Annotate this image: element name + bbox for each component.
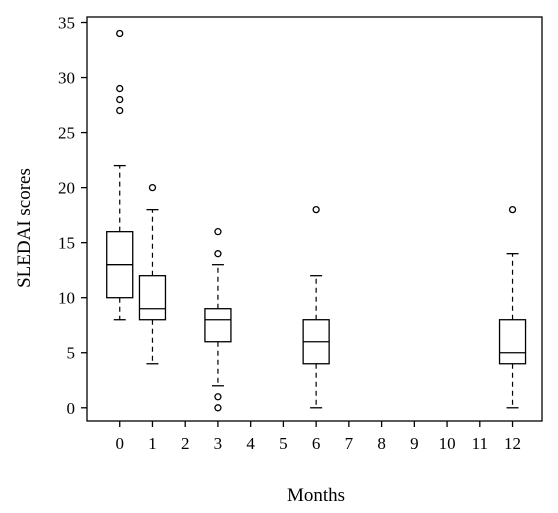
y-tick-label: 20	[58, 179, 75, 198]
x-tick-label: 8	[377, 434, 386, 453]
outlier-point	[508, 205, 517, 214]
y-tick-label: 0	[67, 399, 76, 418]
y-tick-label: 5	[67, 344, 76, 363]
outlier-point	[312, 205, 320, 214]
outlier-point	[148, 183, 157, 192]
outlier-point	[116, 95, 124, 104]
y-tick-label: 10	[58, 289, 75, 308]
y-axis-label: SLEDAI scores	[14, 168, 35, 288]
box-iqr	[498, 319, 527, 365]
y-tick-label: 30	[58, 69, 75, 88]
x-tick-label: 7	[345, 434, 354, 453]
x-tick-label: 0	[115, 434, 124, 453]
x-tick-label: 11	[472, 434, 488, 453]
y-tick-label: 25	[58, 124, 75, 143]
outlier-point	[214, 228, 222, 236]
x-tick-label: 12	[504, 434, 521, 453]
outlier-point	[214, 404, 222, 412]
box-iqr	[138, 275, 167, 321]
x-tick-label: 9	[410, 434, 419, 453]
plot-frame	[86, 16, 543, 422]
y-tick-label: 15	[58, 234, 75, 253]
outlier-point	[116, 84, 124, 93]
outlier-point	[214, 250, 222, 258]
y-tick-label: 35	[58, 14, 75, 33]
box-iqr	[204, 308, 232, 343]
x-tick-label: 6	[312, 434, 321, 453]
x-axis-label: Months	[287, 485, 345, 506]
x-tick-label: 2	[181, 434, 190, 453]
outlier-point	[116, 29, 124, 38]
x-tick-label: 4	[246, 434, 255, 453]
outlier-point	[214, 393, 222, 401]
x-tick-label: 5	[279, 434, 288, 453]
x-tick-label: 3	[214, 434, 223, 453]
x-tick-label: 10	[439, 434, 456, 453]
x-tick-label: 1	[148, 434, 157, 453]
outlier-point	[116, 106, 124, 115]
